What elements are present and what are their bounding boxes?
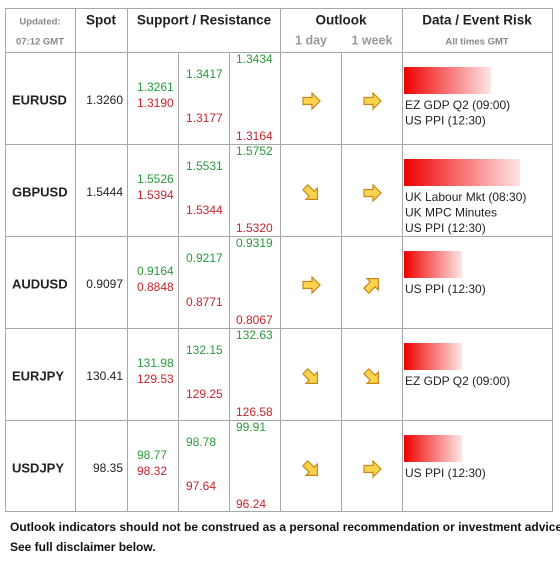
event-item: US PPI (12:30): [405, 114, 486, 128]
support-level: 0.8848: [137, 280, 174, 294]
support-level: 97.64: [186, 479, 216, 493]
arrow-shape: [363, 183, 382, 203]
risk-bar: [404, 67, 491, 94]
support-level: 129.53: [137, 372, 174, 386]
event-header: Data / Event Risk: [422, 13, 532, 28]
arrow-shape: [302, 368, 318, 384]
support-level: 1.3190: [137, 96, 174, 110]
spot-price: 1.5444: [86, 185, 123, 199]
outlook-arrow: [363, 459, 382, 479]
resistance-level: 1.3417: [186, 67, 223, 81]
arrow-shape: [302, 460, 318, 476]
table-border: [5, 8, 553, 512]
support-level: 0.8771: [186, 295, 223, 309]
outlook-arrow: [302, 460, 318, 476]
arrow-shape: [363, 91, 382, 111]
arrow-shape: [302, 91, 321, 111]
outlook-arrow: [363, 368, 379, 384]
footer-note: See full disclaimer below.: [10, 540, 156, 554]
resistance-level: 1.5526: [137, 172, 174, 186]
arrow-shape: [302, 275, 321, 295]
risk-bar: [404, 251, 462, 278]
support-level: 126.58: [236, 405, 273, 419]
footer-note: Outlook indicators should not be constru…: [10, 520, 560, 534]
pair-name: EURUSD: [12, 92, 67, 107]
event-item: EZ GDP Q2 (09:00): [405, 98, 510, 112]
support-level: 1.5344: [186, 203, 223, 217]
resistance-level: 0.9217: [186, 251, 223, 265]
outlook-arrow: [302, 275, 321, 295]
support-level: 1.3164: [236, 129, 273, 143]
outlook-arrow: [302, 368, 318, 384]
pair-name: GBPUSD: [12, 184, 68, 199]
spot-price: 0.9097: [86, 277, 123, 291]
event-item: US PPI (12:30): [405, 466, 486, 480]
resistance-level: 131.98: [137, 356, 174, 370]
event-item: EZ GDP Q2 (09:00): [405, 374, 510, 388]
pair-name: USDJPY: [12, 460, 64, 475]
support-level: 96.24: [236, 497, 266, 511]
arrow-shape: [363, 368, 379, 384]
support-level: 98.32: [137, 464, 167, 478]
spot-header: Spot: [86, 13, 116, 28]
outlook-1week: 1 week: [351, 33, 392, 47]
outlook-header: Outlook: [316, 13, 367, 28]
spot-price: 1.3260: [86, 93, 123, 107]
spot-price: 130.41: [86, 369, 123, 383]
support-level: 1.5394: [137, 188, 174, 202]
support-level: 129.25: [186, 387, 223, 401]
pair-name: AUDUSD: [12, 276, 68, 291]
resistance-level: 1.3261: [137, 80, 174, 94]
outlook-arrow: [302, 91, 321, 111]
support-level: 1.3177: [186, 111, 223, 125]
arrow-shape: [363, 278, 379, 294]
outlook-1day: 1 day: [295, 33, 327, 47]
resistance-level: 1.5752: [236, 144, 273, 158]
support-level: 0.8067: [236, 313, 273, 327]
spot-price: 98.35: [93, 461, 123, 475]
outlook-arrow: [363, 278, 379, 294]
table-header: Updated: 07:12 GMT Spot Support / Resist…: [16, 13, 532, 48]
resistance-level: 1.3434: [236, 52, 273, 66]
updated-time: 07:12 GMT: [16, 37, 64, 48]
risk-bar: [404, 159, 520, 186]
outlook-arrow: [363, 183, 382, 203]
risk-bar: [404, 343, 462, 370]
event-item: US PPI (12:30): [405, 221, 486, 235]
updated-label: Updated:: [19, 17, 60, 28]
resistance-level: 0.9319: [236, 236, 273, 250]
resistance-level: 98.77: [137, 448, 167, 462]
outlook-arrow: [302, 184, 318, 200]
resistance-level: 98.78: [186, 435, 216, 449]
times-note: All times GMT: [445, 37, 509, 48]
outlook-arrow: [363, 91, 382, 111]
arrow-shape: [363, 459, 382, 479]
event-item: UK MPC Minutes: [405, 206, 497, 220]
sr-header: Support / Resistance: [137, 13, 272, 28]
resistance-level: 132.63: [236, 328, 273, 342]
risk-bar: [404, 435, 462, 462]
event-item: UK Labour Mkt (08:30): [405, 190, 526, 204]
support-level: 1.5320: [236, 221, 273, 235]
resistance-level: 1.5531: [186, 159, 223, 173]
resistance-level: 0.9164: [137, 264, 174, 278]
resistance-level: 99.91: [236, 420, 266, 434]
resistance-level: 132.15: [186, 343, 223, 357]
arrow-shape: [302, 184, 318, 200]
event-item: US PPI (12:30): [405, 282, 486, 296]
pair-name: EURJPY: [12, 368, 64, 383]
